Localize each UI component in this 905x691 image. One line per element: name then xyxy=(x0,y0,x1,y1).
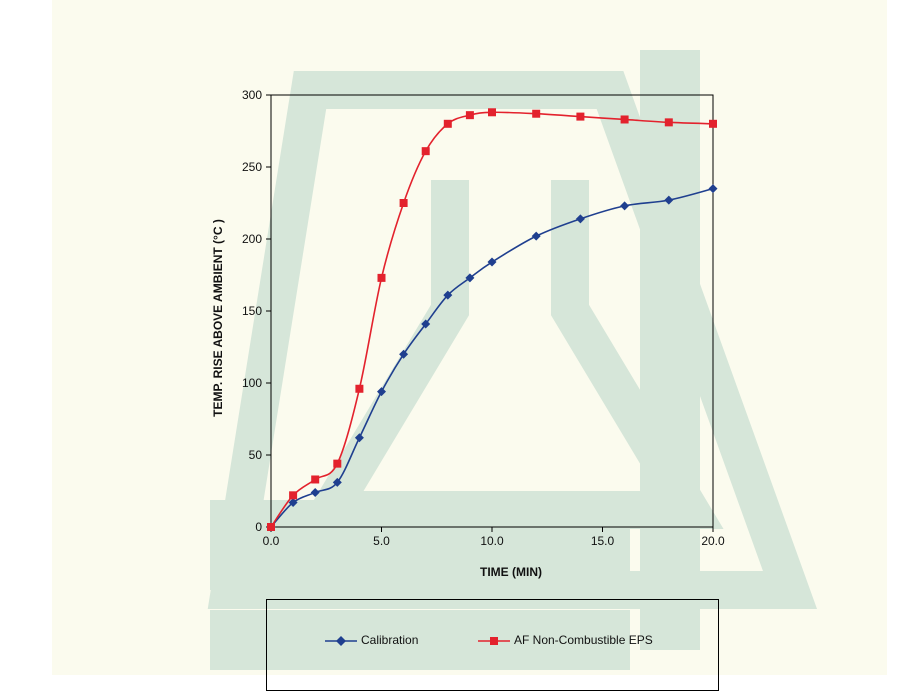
data-point-0 xyxy=(465,273,475,283)
x-tick-label: 15.0 xyxy=(591,534,615,548)
y-tick-label: 150 xyxy=(242,304,262,318)
data-point-0 xyxy=(708,184,718,194)
x-tick-label: 20.0 xyxy=(701,534,725,548)
data-point-0 xyxy=(575,214,585,224)
data-point-0 xyxy=(310,487,320,497)
x-tick-label: 10.0 xyxy=(480,534,504,548)
legend: Calibration AF Non-Combustible EPS xyxy=(266,599,719,691)
y-tick-label: 50 xyxy=(249,448,263,462)
data-point-0 xyxy=(377,387,386,397)
series-line-1 xyxy=(270,111,714,528)
legend-label-af-eps: AF Non-Combustible EPS xyxy=(514,633,653,647)
line-chart: 0 50 100 150 200 250 300 0.0 5.0 10.0 15.0 20.0 xyxy=(242,88,725,548)
data-point-0 xyxy=(487,257,497,267)
data-point-1 xyxy=(576,112,585,121)
x-tick-label: 5.0 xyxy=(373,534,390,548)
y-tick-label: 0 xyxy=(255,520,262,534)
legend-swatch-af-eps xyxy=(478,636,510,645)
data-point-1 xyxy=(333,459,342,468)
data-point-1 xyxy=(664,118,673,127)
data-point-0 xyxy=(288,498,298,508)
data-point-0 xyxy=(620,201,630,211)
legend-swatch-calibration xyxy=(325,635,357,646)
y-tick-label: 200 xyxy=(242,232,262,246)
y-axis-label: TEMP. RISE ABOVE AMBIENT (°C ) xyxy=(211,219,225,417)
data-point-1 xyxy=(267,523,275,531)
data-point-1 xyxy=(620,115,629,124)
data-point-0 xyxy=(399,349,409,359)
legend-entry-calibration: Calibration xyxy=(325,633,418,647)
data-point-0 xyxy=(421,319,431,329)
data-point-0 xyxy=(354,433,364,443)
data-point-1 xyxy=(443,119,452,128)
data-point-0 xyxy=(664,195,674,205)
data-point-1 xyxy=(355,384,364,393)
data-point-1 xyxy=(399,199,408,207)
x-axis-label: TIME (MIN) xyxy=(480,565,542,579)
data-point-1 xyxy=(311,475,320,484)
data-point-0 xyxy=(332,477,342,487)
data-point-1 xyxy=(289,491,298,500)
y-tick-label: 100 xyxy=(242,376,262,390)
data-point-1 xyxy=(532,109,541,118)
data-point-1 xyxy=(488,108,496,117)
x-tick-label: 0.0 xyxy=(263,534,280,548)
data-point-1 xyxy=(377,273,386,282)
data-point-0 xyxy=(443,290,453,300)
data-point-1 xyxy=(465,111,474,120)
legend-entry-af-eps: AF Non-Combustible EPS xyxy=(478,633,653,647)
data-point-1 xyxy=(421,147,430,156)
series-line-0 xyxy=(270,187,714,528)
y-tick-label: 300 xyxy=(242,88,262,102)
data-point-0 xyxy=(531,231,541,241)
legend-label-calibration: Calibration xyxy=(361,633,419,647)
y-tick-label: 250 xyxy=(242,160,262,174)
data-point-1 xyxy=(709,119,717,128)
watermark-logo xyxy=(207,50,818,670)
